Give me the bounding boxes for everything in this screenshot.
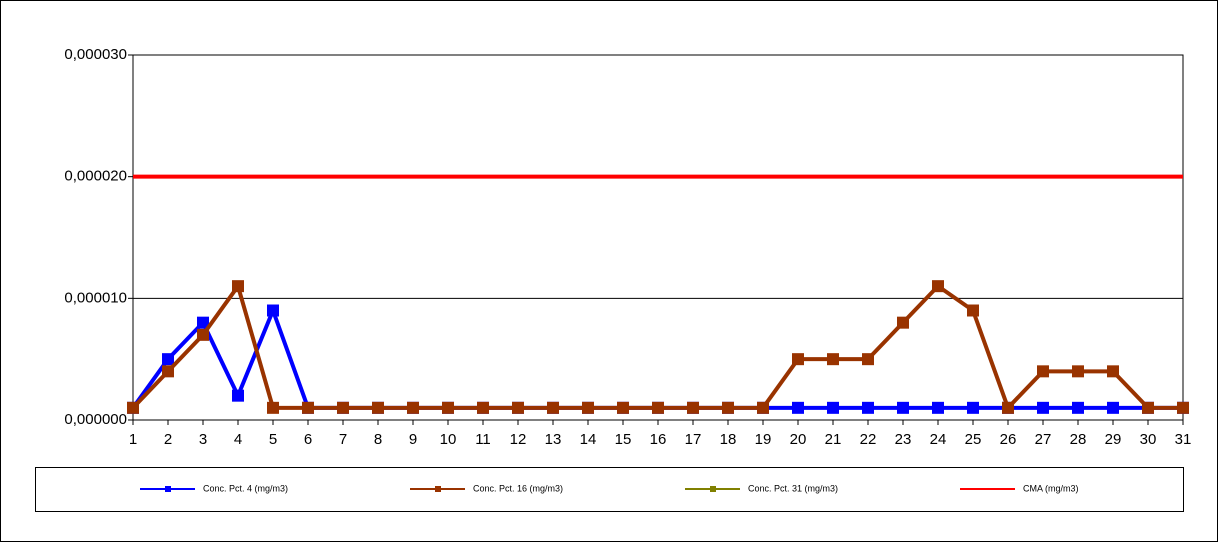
x-tick-label: 16 — [650, 431, 667, 448]
x-tick-label: 1 — [129, 431, 137, 448]
x-tick-label: 12 — [510, 431, 527, 448]
point-marker — [932, 280, 944, 293]
x-tick-label: 9 — [409, 431, 417, 448]
x-tick-label: 23 — [895, 431, 912, 448]
legend-marker — [165, 486, 171, 492]
x-tick-label: 18 — [720, 431, 737, 448]
point-marker — [372, 401, 384, 414]
point-marker — [197, 316, 209, 329]
point-marker — [1142, 401, 1154, 414]
legend-label: Conc. Pct. 16 (mg/m3) — [473, 483, 563, 493]
legend-label: CMA (mg/m3) — [1023, 483, 1079, 493]
point-marker — [512, 401, 524, 414]
x-tick-label: 17 — [685, 431, 702, 448]
point-marker — [897, 316, 909, 329]
x-tick-label: 27 — [1035, 431, 1052, 448]
point-marker — [722, 401, 734, 414]
point-marker — [967, 304, 979, 317]
point-marker — [792, 353, 804, 366]
x-tick-label: 29 — [1105, 431, 1122, 448]
point-marker — [1002, 401, 1014, 414]
x-tick-label: 19 — [755, 431, 772, 448]
point-marker — [827, 401, 839, 414]
point-marker — [652, 401, 664, 414]
point-marker — [862, 401, 874, 414]
x-tick-label: 20 — [790, 431, 807, 448]
point-marker — [232, 389, 244, 402]
point-marker — [967, 401, 979, 414]
point-marker — [267, 401, 279, 414]
y-tick-label: 0,000000 — [64, 411, 127, 428]
point-marker — [1037, 401, 1049, 414]
x-tick-label: 7 — [339, 431, 347, 448]
x-tick-label: 8 — [374, 431, 382, 448]
point-marker — [1037, 365, 1049, 378]
point-marker — [687, 401, 699, 414]
point-marker — [477, 401, 489, 414]
point-marker — [267, 304, 279, 317]
point-marker — [302, 401, 314, 414]
point-marker — [162, 353, 174, 366]
x-tick-label: 28 — [1070, 431, 1087, 448]
point-marker — [1177, 401, 1189, 414]
point-marker — [582, 401, 594, 414]
point-marker — [1072, 401, 1084, 414]
y-tick-label: 0,000030 — [64, 46, 127, 63]
point-marker — [407, 401, 419, 414]
legend-label: Conc. Pct. 4 (mg/m3) — [203, 483, 288, 493]
point-marker — [1107, 365, 1119, 378]
point-marker — [337, 401, 349, 414]
legend-marker — [435, 486, 441, 492]
x-tick-label: 11 — [475, 431, 491, 448]
plot-area — [132, 54, 1184, 421]
x-tick-label: 4 — [234, 431, 242, 448]
x-tick-label: 2 — [164, 431, 172, 448]
point-marker — [442, 401, 454, 414]
x-tick-label: 10 — [440, 431, 457, 448]
y-tick-label: 0,000010 — [64, 289, 127, 306]
x-tick-label: 26 — [1000, 431, 1017, 448]
y-tick-label: 0,000020 — [64, 168, 127, 185]
x-tick-label: 6 — [304, 431, 312, 448]
x-tick-label: 3 — [199, 431, 207, 448]
x-tick-label: 14 — [580, 431, 597, 448]
x-tick-label: 31 — [1175, 431, 1192, 448]
point-marker — [547, 401, 559, 414]
x-tick-label: 5 — [269, 431, 277, 448]
x-tick-label: 13 — [545, 431, 562, 448]
point-marker — [162, 365, 174, 378]
point-marker — [827, 353, 839, 366]
x-tick-label: 30 — [1140, 431, 1157, 448]
point-marker — [232, 280, 244, 293]
point-marker — [862, 353, 874, 366]
point-marker — [617, 401, 629, 414]
point-marker — [127, 401, 139, 414]
point-marker — [757, 401, 769, 414]
x-tick-label: 21 — [825, 431, 842, 448]
legend-marker — [710, 486, 716, 492]
point-marker — [1072, 365, 1084, 378]
point-marker — [1107, 401, 1119, 414]
point-marker — [197, 328, 209, 341]
x-tick-label: 22 — [860, 431, 877, 448]
point-marker — [897, 401, 909, 414]
x-tick-label: 25 — [965, 431, 982, 448]
point-marker — [932, 401, 944, 414]
x-tick-label: 15 — [615, 431, 632, 448]
x-tick-label: 24 — [930, 431, 947, 448]
point-marker — [792, 401, 804, 414]
legend-label: Conc. Pct. 31 (mg/m3) — [748, 483, 838, 493]
